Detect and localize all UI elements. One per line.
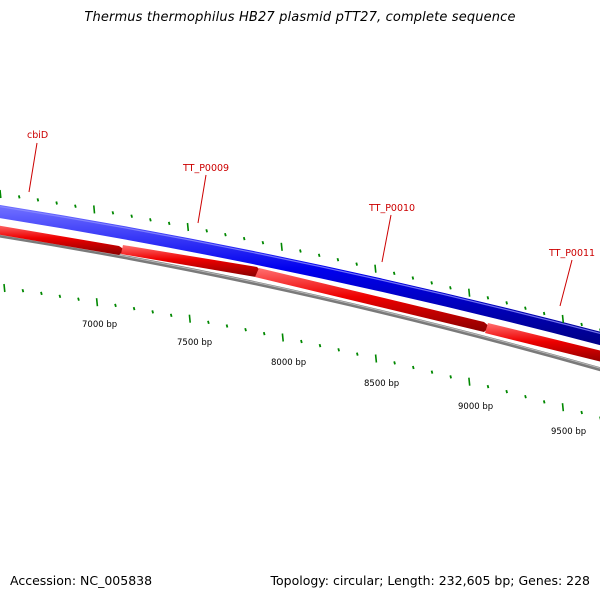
outer-tick <box>93 205 96 214</box>
inner-tick <box>430 370 434 374</box>
scale-label-9000: 9000 bp <box>458 402 493 412</box>
inner-tick <box>468 377 471 386</box>
reverse-gene-4 <box>485 323 600 362</box>
outer-tick <box>130 214 133 218</box>
inner-tick <box>77 297 80 301</box>
outer-tick <box>149 218 152 222</box>
reverse-strand-genes <box>0 225 600 362</box>
scale-label-8000: 8000 bp <box>271 358 306 368</box>
outer-tick <box>55 201 58 205</box>
inner-tick <box>524 394 527 399</box>
outer-tick <box>242 236 246 241</box>
outer-tick <box>374 264 377 273</box>
inner-tick <box>21 288 25 293</box>
inner-tick <box>318 343 322 348</box>
inner-tick <box>393 361 396 365</box>
gene-leader-TT_P0011 <box>559 259 573 307</box>
outer-tick <box>224 232 227 237</box>
outer-tick <box>0 189 2 199</box>
outer-tick <box>449 286 452 290</box>
outer-tick <box>411 276 415 280</box>
inner-tick <box>262 331 266 336</box>
outer-tick <box>111 211 115 215</box>
outer-tick <box>280 242 283 251</box>
inner-tick <box>132 306 136 311</box>
inner-tick <box>337 348 340 352</box>
outer-tick <box>336 257 340 262</box>
forward-strand-band <box>0 205 600 346</box>
inner-tick <box>225 324 229 328</box>
outer-tick <box>205 229 208 233</box>
inner-tick <box>244 327 247 332</box>
inner-tick-marks <box>3 283 600 420</box>
outer-tick <box>186 222 190 232</box>
inner-tick <box>207 320 210 325</box>
inner-tick <box>542 400 546 404</box>
outer-tick-marks <box>0 189 600 332</box>
inner-tick <box>505 389 508 394</box>
reverse-gene-3 <box>255 268 490 332</box>
inner-tick <box>281 333 284 342</box>
inner-tick <box>449 375 452 379</box>
inner-tick <box>580 410 583 415</box>
inner-tick <box>188 314 191 323</box>
outer-tick <box>430 281 433 285</box>
outer-tick <box>167 221 171 226</box>
gene-leader-TT_P0009 <box>197 174 207 224</box>
gene-label-TT_P0011: TT_P0011 <box>548 248 595 259</box>
inner-tick <box>151 310 154 314</box>
inner-tick <box>356 352 359 356</box>
backbone-line-highlight <box>0 234 600 369</box>
forward-strand-highlight <box>0 205 600 335</box>
inner-tick <box>300 339 303 344</box>
scale-label-7000: 7000 bp <box>82 320 117 330</box>
outer-tick <box>392 271 396 276</box>
inner-tick <box>561 403 565 412</box>
outer-tick <box>505 301 508 305</box>
gene-label-TT_P0009: TT_P0009 <box>182 163 229 174</box>
inner-tick <box>412 365 415 370</box>
scale-label-9500: 9500 bp <box>551 427 586 437</box>
outer-tick <box>299 249 302 253</box>
outer-tick <box>561 314 565 323</box>
inner-tick <box>114 303 117 308</box>
outer-tick <box>17 195 21 199</box>
outer-tick <box>542 311 546 316</box>
accession-text: Accession: NC_005838 <box>10 573 153 588</box>
outer-tick <box>261 240 265 245</box>
inner-tick <box>58 294 62 299</box>
sequence-summary-text: Topology: circular; Length: 232,605 bp; … <box>270 573 591 588</box>
map-title: Thermus thermophilus HB27 plasmid pTT27,… <box>84 10 516 25</box>
outer-tick <box>317 253 321 258</box>
gene-leader-TT_P0010 <box>381 214 392 263</box>
outer-tick <box>74 204 77 208</box>
inner-tick <box>169 313 173 318</box>
outer-tick <box>486 296 490 300</box>
outer-tick <box>468 288 471 297</box>
gene-leader-cbiD <box>28 142 38 193</box>
scale-label-7500: 7500 bp <box>177 338 212 348</box>
inner-tick <box>95 298 99 307</box>
inner-tick <box>3 283 6 293</box>
inner-tick <box>486 384 490 389</box>
backbone-line <box>0 233 600 372</box>
gene-label-TT_P0010: TT_P0010 <box>368 203 415 214</box>
outer-tick <box>355 262 358 266</box>
gene-label-cbiD: cbiD <box>27 130 48 141</box>
reverse-gene-1 <box>0 225 125 255</box>
outer-tick <box>524 306 527 310</box>
inner-tick <box>40 291 43 296</box>
reverse-gene-2 <box>121 245 262 277</box>
outer-tick <box>36 198 40 202</box>
scale-label-8500: 8500 bp <box>364 379 399 389</box>
inner-tick <box>374 354 378 363</box>
outer-tick <box>580 322 583 327</box>
